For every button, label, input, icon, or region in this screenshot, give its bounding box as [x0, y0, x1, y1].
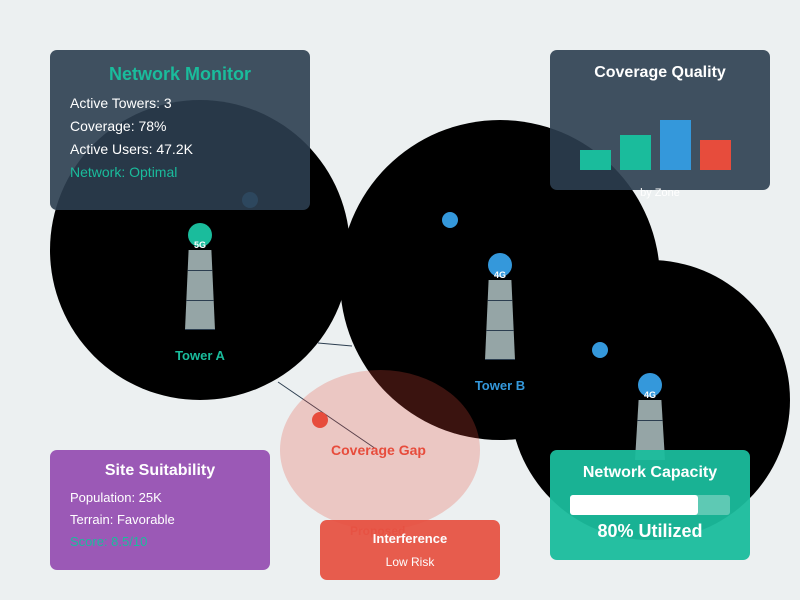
zone-bar-1[interactable]: [580, 150, 611, 170]
suitability-score: Score: 8.5/10: [70, 534, 148, 549]
zone-bar-3[interactable]: [660, 120, 691, 170]
tower-a-mast[interactable]: [185, 250, 215, 330]
capacity-progress-bar: [570, 495, 730, 515]
tower-b-antenna[interactable]: 4G: [488, 253, 512, 280]
user-device-dot[interactable]: [442, 212, 458, 228]
link-a-b: [317, 342, 353, 347]
network-capacity-title: Network Capacity: [582, 464, 718, 481]
active-towers-stat: Active Towers: 3: [70, 95, 172, 111]
coverage-quality-panel: Coverage Quality by Zone: [550, 50, 770, 199]
capacity-progress-fill: [570, 495, 698, 515]
interference-level: Low Risk: [385, 555, 435, 569]
tower-b-label: Tower B: [474, 378, 526, 393]
interference-panel: Interference Low Risk: [320, 520, 500, 580]
site-suitability-title: Site Suitability: [104, 462, 216, 479]
capacity-utilization-value: 80% Utilized: [597, 521, 703, 541]
zone-bar-4[interactable]: [700, 140, 731, 170]
interference-title: Interference: [372, 531, 448, 546]
coverage-quality-title: Coverage Quality: [594, 64, 726, 81]
tower-a-label: Tower A: [175, 348, 225, 363]
network-monitor-panel: Network Monitor Active Towers: 3 Coverag…: [50, 50, 310, 210]
coverage-stat: Coverage: 78%: [70, 118, 167, 134]
terrain-stat: Terrain: Favorable: [70, 512, 175, 527]
zone-bar-2[interactable]: [620, 135, 651, 170]
tower-b-tech-label: 4G: [493, 270, 506, 280]
tower-c-tech-label: 4G: [643, 390, 656, 400]
coverage-quality-subtitle: by Zone: [640, 187, 680, 199]
coverage-gap-label: Coverage Gap: [331, 442, 426, 458]
active-users-stat: Active Users: 47.2K: [70, 141, 193, 157]
tower-c-antenna[interactable]: 4G: [638, 373, 662, 400]
gap-device-dot[interactable]: [312, 412, 328, 428]
network-status: Network: Optimal: [70, 164, 178, 180]
tower-a-tech-label: 5G: [193, 240, 206, 250]
network-monitor-title: Network Monitor: [109, 64, 251, 84]
coverage-gap-zone[interactable]: [280, 370, 480, 530]
user-device-dot[interactable]: [592, 342, 608, 358]
network-capacity-panel: Network Capacity 80% Utilized: [550, 450, 750, 560]
tower-a-antenna[interactable]: 5G: [188, 223, 212, 250]
population-stat: Population: 25K: [70, 490, 162, 505]
site-suitability-panel: Site Suitability Population: 25K Terrain…: [50, 450, 270, 570]
tower-b-mast[interactable]: [485, 280, 515, 360]
